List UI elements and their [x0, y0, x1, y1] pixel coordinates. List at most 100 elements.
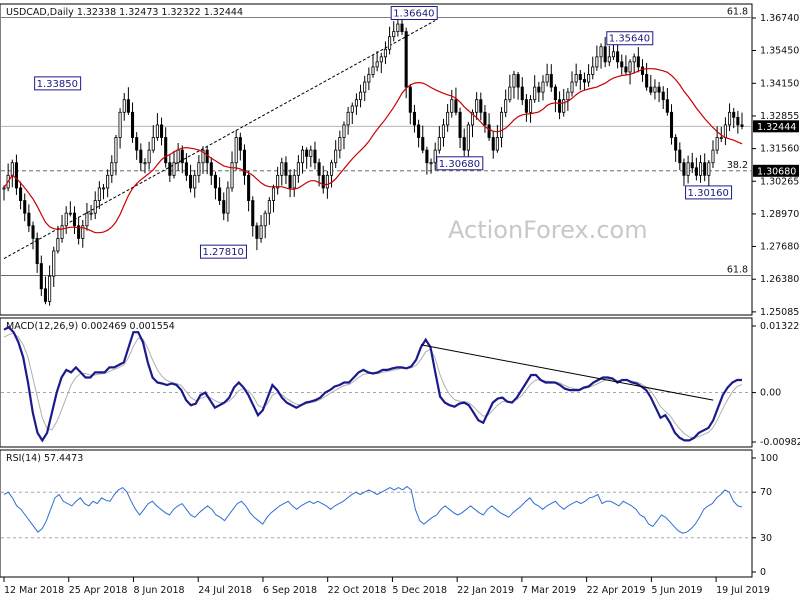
candle-bear	[27, 212, 31, 227]
candle-bull	[338, 137, 342, 151]
candle-bull	[446, 111, 450, 126]
candle-bull	[429, 162, 433, 165]
candle-bull	[101, 187, 106, 190]
candle-bear	[31, 225, 35, 239]
candle-bull	[259, 225, 263, 239]
candle-bull	[719, 137, 723, 139]
candle-bear	[487, 124, 491, 138]
candle-bear	[578, 74, 582, 80]
price-tick-label: 1.28970	[760, 209, 799, 220]
macd-y-axis: 0.013229 0.00 -0.00982	[752, 321, 800, 448]
candle-bull	[504, 99, 508, 113]
candle-bear	[479, 99, 483, 113]
candle-bear	[458, 111, 462, 138]
price-tick-label: 1.25085	[760, 307, 799, 318]
x-tick-label: 25 Apr 2018	[69, 585, 128, 596]
fib-levels: 61.8 38.2 61.8	[1, 6, 751, 276]
price-label-box	[390, 6, 438, 21]
candle-bull	[296, 162, 300, 176]
candle-bear	[43, 288, 47, 302]
price-label: 1.33850	[37, 79, 78, 90]
price-tick-label: 1.34150	[760, 78, 799, 89]
candle-bear	[462, 137, 466, 151]
candle-bull	[97, 187, 101, 201]
candle-bear	[305, 149, 309, 157]
candle-bear	[740, 124, 744, 127]
candle-bear	[317, 162, 321, 176]
candle-bear	[421, 137, 425, 151]
candle-bull	[466, 124, 470, 151]
candle-bear	[218, 187, 222, 201]
candle-bull	[350, 105, 354, 113]
price-tick-label: 1.32855	[760, 111, 799, 122]
candle-bear	[454, 99, 458, 113]
x-tick-label: 22 Apr 2019	[587, 585, 646, 596]
macd-panel: MACD(12,26,9) 0.002469 0.001554 0.013229…	[0, 317, 800, 448]
candle-bull	[118, 111, 122, 138]
x-tick-label: 24 Jul 2018	[198, 585, 252, 596]
rsi-y-axis: 100 70 30 0	[752, 453, 778, 578]
candle-bull	[56, 237, 60, 252]
rsi-tick-label: 0	[760, 567, 766, 578]
rsi-panel: RSI(14) 57.4473 100 70 30 0	[0, 449, 778, 578]
candle-bull	[512, 74, 516, 88]
candle-bull	[363, 81, 367, 93]
candle-bear	[703, 162, 707, 176]
macd-tick-label: 0.00	[760, 388, 781, 399]
candle-bear	[636, 56, 640, 68]
x-tick-label: 5 Jun 2019	[651, 585, 702, 596]
candle-bear	[624, 66, 628, 73]
candles	[2, 12, 744, 306]
candle-bear	[649, 86, 653, 93]
candle-bear	[72, 212, 77, 227]
price-panel: USDCAD,Daily 1.32338 1.32473 1.32322 1.3…	[0, 3, 799, 318]
candle-bull	[176, 149, 180, 164]
candle-bull	[383, 48, 387, 58]
candle-bear	[180, 149, 184, 164]
price-tick-label: 1.26380	[760, 274, 799, 285]
price-tick-label: 1.30265	[760, 176, 799, 187]
candle-bear	[661, 91, 665, 101]
candle-bull	[611, 51, 616, 58]
price-tick-label: 1.31560	[760, 144, 799, 155]
candle-bull	[359, 91, 363, 101]
candle-bull	[728, 111, 732, 126]
candle-bull	[114, 137, 118, 164]
candle-bull	[715, 137, 719, 151]
candle-bear	[412, 111, 416, 126]
candle-bull	[334, 149, 338, 164]
candle-bear	[189, 174, 193, 189]
candle-bull	[628, 61, 632, 73]
candle-bear	[135, 137, 139, 151]
candle-bear	[645, 74, 649, 88]
candle-bull	[450, 99, 454, 113]
candle-bull	[529, 99, 533, 113]
candle-bull	[346, 111, 350, 126]
candle-bull	[699, 162, 703, 176]
candle-bear	[520, 86, 524, 101]
macd-tick-label: 0.013229	[760, 321, 800, 332]
candle-bull	[110, 162, 114, 176]
candle-bull	[292, 174, 296, 189]
candle-bear	[255, 225, 259, 239]
candle-bull	[147, 149, 151, 164]
axis-price-badge-label: 1.30680	[757, 166, 796, 177]
candle-bull	[475, 99, 479, 113]
macd-header: MACD(12,26,9) 0.002469 0.001554	[6, 321, 175, 332]
candle-bear	[19, 187, 23, 201]
candle-bull	[85, 212, 89, 227]
candle-bear	[400, 23, 404, 33]
rsi-lines	[1, 485, 751, 539]
price-label-box	[436, 156, 484, 171]
candle-bull	[276, 174, 280, 189]
candle-bear	[524, 99, 528, 113]
price-tick-label: 1.35450	[760, 46, 799, 57]
axis-price-badge	[753, 164, 799, 177]
candle-bull	[562, 99, 566, 113]
candle-bull	[201, 149, 205, 164]
candle-bear	[313, 149, 317, 164]
price-tick-label: 1.36740	[760, 13, 799, 24]
candle-bull	[545, 74, 549, 83]
price-label-box	[34, 76, 82, 91]
candle-bull	[197, 162, 201, 176]
